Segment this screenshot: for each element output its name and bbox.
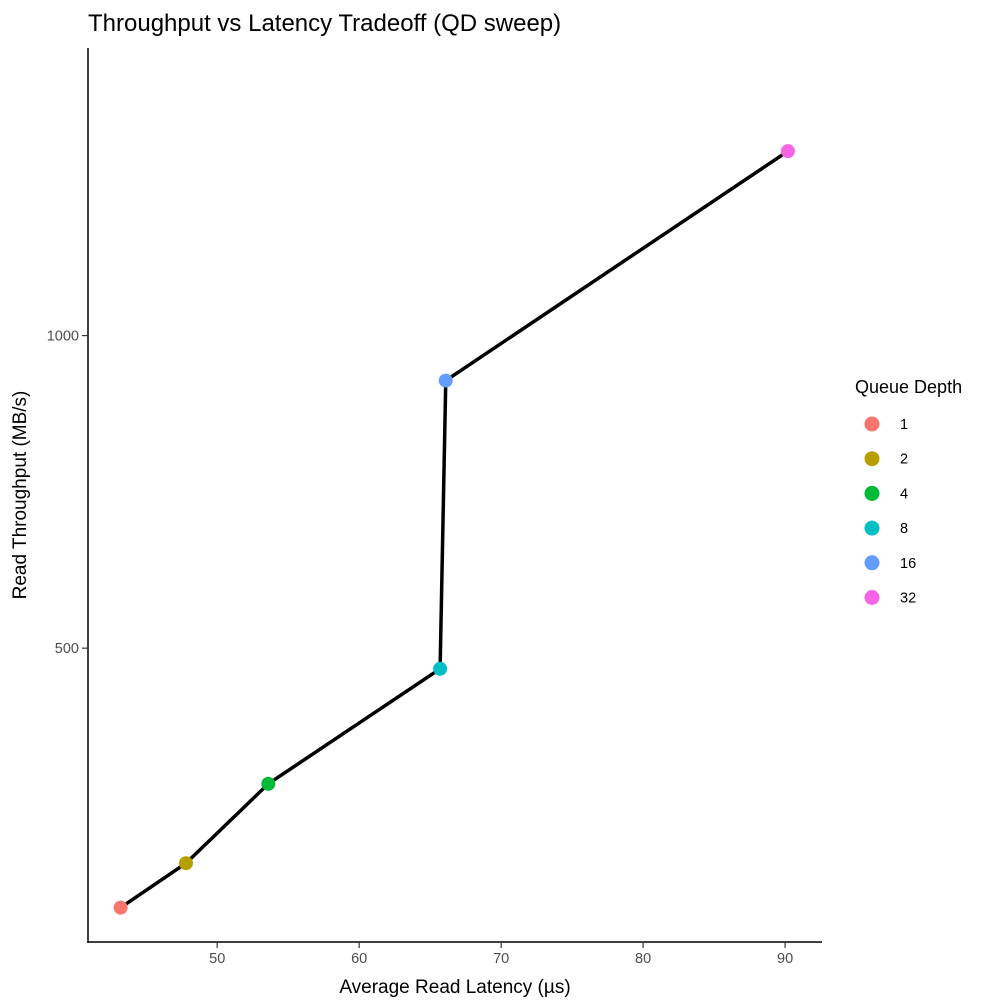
data-point-qd-2 — [178, 856, 193, 871]
legend-label-qd-8: 8 — [900, 521, 908, 537]
data-point-qd-32 — [780, 144, 795, 159]
legend-key-qd-2 — [864, 451, 880, 467]
y-tick-label-500: 500 — [55, 641, 79, 657]
x-tick-label-90: 90 — [777, 951, 793, 967]
legend-key-qd-8 — [864, 520, 880, 536]
chart-title: Throughput vs Latency Tradeoff (QD sweep… — [88, 10, 561, 37]
legend-label-qd-2: 2 — [900, 452, 908, 468]
data-point-qd-1 — [113, 900, 128, 915]
data-points — [113, 144, 795, 915]
legend-key-qd-1 — [864, 416, 880, 432]
legend: Queue Depth 1 2 4 8 16 32 — [855, 377, 962, 607]
x-ticks: 50 60 70 80 90 — [209, 942, 793, 967]
legend-title: Queue Depth — [855, 377, 962, 397]
y-axis-title: Read Throughput (MB/s) — [10, 391, 31, 600]
legend-items: 1 2 4 8 16 32 — [864, 416, 916, 607]
plot-area: 50 60 70 80 90 500 1000 — [47, 48, 822, 967]
data-point-qd-4 — [261, 776, 276, 791]
legend-label-qd-16: 16 — [900, 556, 916, 572]
data-point-qd-8 — [433, 661, 448, 676]
legend-label-qd-1: 1 — [900, 417, 908, 433]
legend-label-qd-32: 32 — [900, 591, 916, 607]
data-point-qd-16 — [438, 373, 453, 388]
series-line — [118, 149, 790, 910]
legend-key-qd-4 — [864, 485, 880, 501]
y-tick-label-1000: 1000 — [47, 329, 79, 345]
y-ticks: 500 1000 — [47, 329, 88, 657]
legend-key-qd-16 — [864, 555, 880, 571]
legend-label-qd-4: 4 — [900, 486, 908, 502]
legend-key-qd-32 — [864, 590, 880, 605]
x-tick-label-80: 80 — [635, 951, 651, 967]
x-tick-label-70: 70 — [493, 951, 509, 967]
x-tick-label-60: 60 — [351, 951, 367, 967]
x-tick-label-50: 50 — [209, 951, 225, 967]
x-axis-title: Average Read Latency (µs) — [339, 977, 570, 998]
